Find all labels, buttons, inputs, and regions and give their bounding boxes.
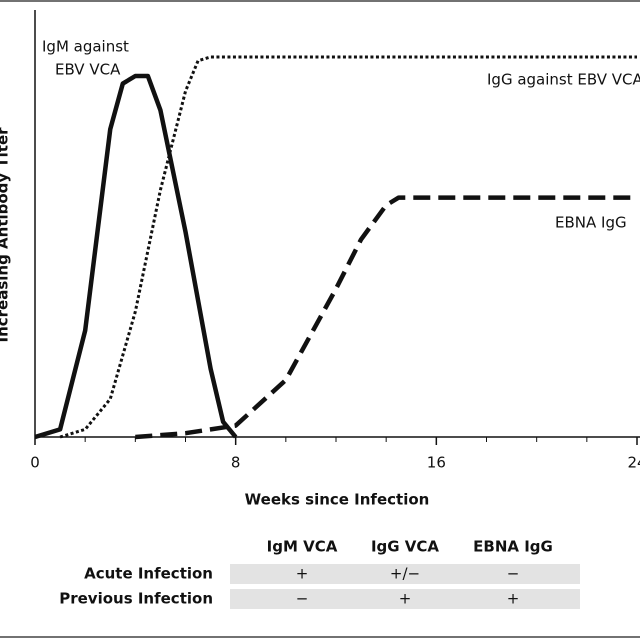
annotation: IgG against EBV VCA — [487, 71, 640, 89]
column-header: EBNA IgG — [473, 538, 553, 556]
x-axis-title: Weeks since Infection — [245, 491, 430, 509]
cell: +/− — [390, 565, 420, 583]
series-line — [34, 73, 238, 440]
x-tick-label: 24 — [627, 454, 640, 472]
y-axis-title: Increasing Antibody Titer — [0, 127, 12, 343]
annotation: IgM against — [42, 38, 129, 56]
x-tick-label: 16 — [427, 454, 446, 472]
cell: + — [399, 590, 412, 608]
cell: + — [507, 590, 520, 608]
annotation: EBNA IgG — [555, 214, 627, 232]
annotation: EBV VCA — [55, 61, 121, 79]
row-band — [230, 589, 580, 609]
cell: − — [507, 565, 520, 583]
row-band — [230, 564, 580, 584]
column-header: IgG VCA — [371, 538, 439, 556]
series-line — [59, 55, 637, 439]
x-tick-label: 0 — [30, 454, 40, 472]
series-line — [135, 195, 637, 440]
row-label: Previous Infection — [59, 590, 213, 608]
cell: − — [296, 590, 309, 608]
row-label: Acute Infection — [84, 565, 213, 583]
column-header: IgM VCA — [267, 538, 338, 556]
cell: + — [296, 565, 309, 583]
x-tick-label: 8 — [231, 454, 241, 472]
